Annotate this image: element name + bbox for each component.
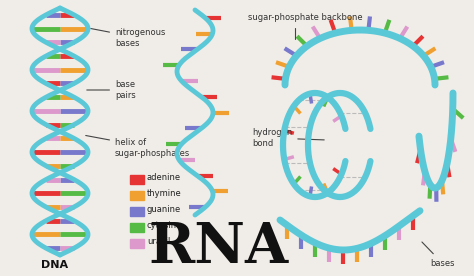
Bar [130,191,144,200]
Text: hydrogen
bond: hydrogen bond [252,128,324,148]
Bar [130,175,144,184]
Text: guanine: guanine [147,205,181,214]
Text: uracil: uracil [147,237,170,246]
Text: cytosine: cytosine [147,221,182,230]
Text: DNA: DNA [41,260,69,270]
Text: helix of
sugar-phosphates: helix of sugar-phosphates [86,136,190,158]
Text: bases: bases [422,242,455,267]
Bar [130,239,144,248]
Text: thymine: thymine [147,189,182,198]
Text: RNA: RNA [148,220,288,275]
Bar [130,223,144,232]
Text: adenine: adenine [147,173,181,182]
Bar [130,207,144,216]
Text: base
pairs: base pairs [87,80,136,100]
Text: nitrogenous
bases: nitrogenous bases [91,28,165,48]
Text: sugar-phosphate backbone: sugar-phosphate backbone [248,14,363,39]
